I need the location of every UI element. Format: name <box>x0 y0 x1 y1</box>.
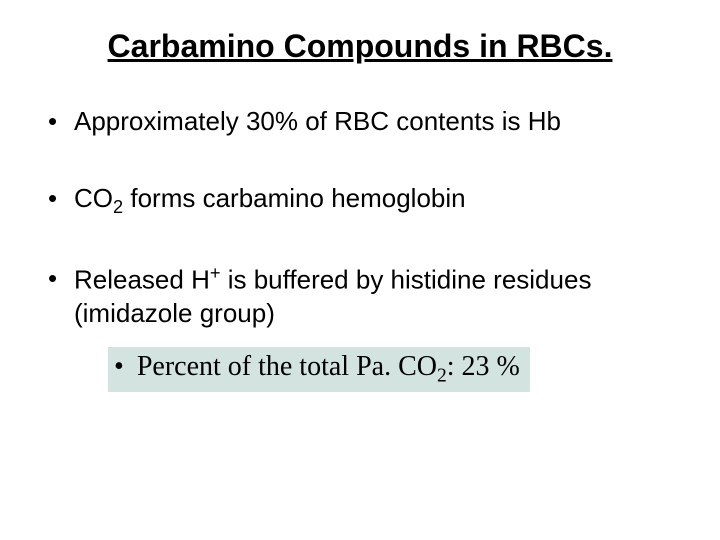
bullet-item-1: Approximately 30% of RBC contents is Hb <box>48 105 672 138</box>
subscript-2: 2 <box>113 197 123 217</box>
highlight-pre: Percent of the total Pa. CO <box>130 351 437 382</box>
highlight-box: • Percent of the total Pa. CO2: 23 % <box>108 347 530 392</box>
bullet-item-2: CO2 forms carbamino hemoglobin <box>48 182 672 219</box>
bullet-text: Approximately 30% of RBC contents is Hb <box>74 106 561 136</box>
highlight-post: : 23 % <box>447 351 520 382</box>
subscript-2: 2 <box>437 366 447 387</box>
highlight-row: • Percent of the total Pa. CO2: 23 % <box>108 347 672 392</box>
bullet-item-3: Released H+ is buffered by histidine res… <box>48 262 672 329</box>
bullet-text-pre: CO <box>74 183 113 213</box>
slide: Carbamino Compounds in RBCs. Approximate… <box>0 0 720 540</box>
bullet-dot: • <box>114 351 124 382</box>
bullet-text-pre: Released H <box>74 265 210 295</box>
superscript-plus: + <box>210 263 221 283</box>
slide-title: Carbamino Compounds in RBCs. <box>48 28 672 65</box>
bullet-text-post: forms carbamino hemoglobin <box>123 183 466 213</box>
bullet-list: Approximately 30% of RBC contents is Hb … <box>48 105 672 329</box>
